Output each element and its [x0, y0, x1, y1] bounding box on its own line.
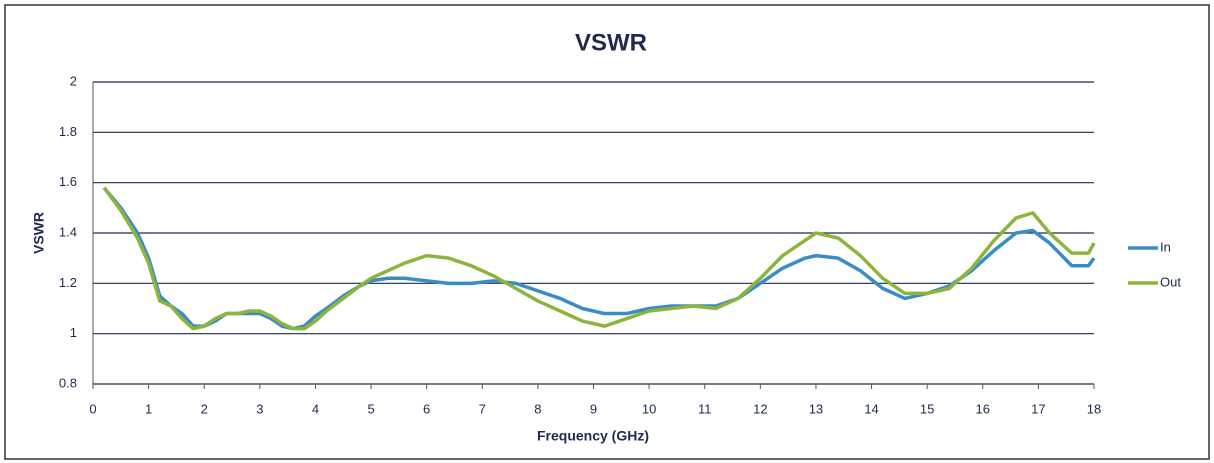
x-tick-label: 13	[809, 401, 823, 416]
x-tick-label: 16	[976, 401, 990, 416]
y-tick-label: 2	[70, 73, 77, 88]
x-tick-label: 0	[89, 401, 96, 416]
chart-title: VSWR	[575, 29, 647, 56]
x-tick-label: 4	[312, 401, 319, 416]
y-tick-label: 1.2	[59, 275, 77, 290]
x-tick-label: 14	[864, 401, 878, 416]
y-tick-label: 1.6	[59, 174, 77, 189]
x-tick-label: 2	[201, 401, 208, 416]
y-tick-label: 1.4	[59, 224, 77, 239]
x-tick-label: 7	[479, 401, 486, 416]
y-tick-label: 0.8	[59, 375, 77, 390]
y-tick-label: 1	[70, 325, 77, 340]
x-tick-label: 18	[1087, 401, 1101, 416]
x-axis-title: Frequency (GHz)	[537, 428, 649, 444]
y-tick-label: 1.8	[59, 124, 77, 139]
x-tick-label: 8	[534, 401, 541, 416]
x-tick-label: 17	[1031, 401, 1045, 416]
x-tick-label: 1	[145, 401, 152, 416]
x-tick-label: 5	[367, 401, 374, 416]
x-tick-label: 9	[590, 401, 597, 416]
chart-frame	[4, 4, 1210, 460]
series-line	[102, 186, 1096, 331]
legend-label: In	[1160, 239, 1171, 254]
x-tick-label: 10	[642, 401, 656, 416]
series-line	[102, 186, 1096, 331]
legend-label: Out	[1160, 274, 1181, 289]
x-tick-label: 6	[423, 401, 430, 416]
x-tick-label: 3	[256, 401, 263, 416]
x-tick-label: 15	[920, 401, 934, 416]
y-axis-title: VSWR	[31, 212, 47, 254]
x-tick-label: 11	[698, 401, 712, 416]
x-tick-label: 12	[753, 401, 767, 416]
